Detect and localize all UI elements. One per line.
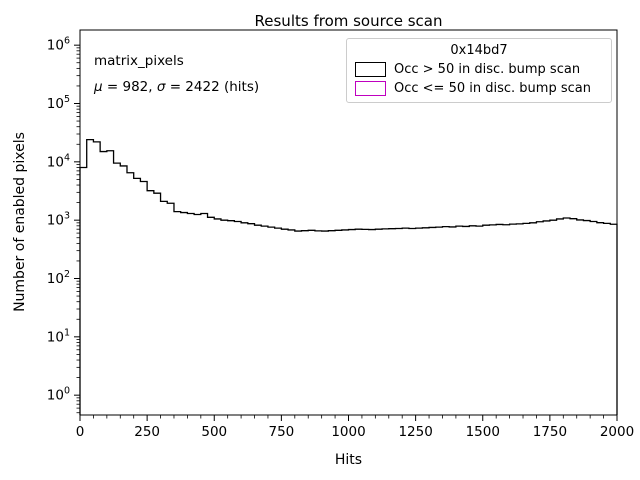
y-tick-label: 102 bbox=[47, 269, 70, 287]
legend-swatch-occ-le-50 bbox=[355, 81, 386, 96]
legend: 0x14bd7 Occ > 50 in disc. bump scan Occ … bbox=[346, 38, 612, 103]
mu-value: = 982, bbox=[102, 79, 157, 95]
annotation-stats-line: μ = 982, σ = 2422 (hits) bbox=[94, 74, 259, 100]
x-tick-label: 1250 bbox=[398, 424, 432, 440]
x-axis-label: Hits bbox=[334, 452, 363, 468]
legend-swatch-occ-gt-50 bbox=[355, 62, 386, 77]
x-tick-label: 1000 bbox=[331, 424, 365, 440]
legend-entry: Occ <= 50 in disc. bump scan bbox=[355, 81, 603, 96]
y-axis-label: Number of enabled pixels bbox=[12, 132, 28, 312]
x-tick-label: 1500 bbox=[466, 424, 500, 440]
legend-title: 0x14bd7 bbox=[450, 43, 508, 58]
mu-symbol: μ bbox=[94, 79, 103, 95]
sigma-symbol: σ bbox=[156, 79, 166, 95]
x-tick-label: 750 bbox=[268, 424, 294, 440]
chart-title: Results from source scan bbox=[254, 12, 443, 30]
y-tick-label: 105 bbox=[47, 94, 70, 112]
histogram-series bbox=[79, 139, 618, 415]
sigma-value: = 2422 (hits) bbox=[165, 79, 260, 95]
legend-label-occ-gt-50: Occ > 50 in disc. bump scan bbox=[394, 62, 581, 77]
y-tick-label: 106 bbox=[47, 36, 70, 54]
y-tick-label: 101 bbox=[47, 327, 70, 345]
y-tick-label: 104 bbox=[47, 152, 70, 170]
x-tick-label: 1750 bbox=[533, 424, 567, 440]
x-tick-label: 250 bbox=[134, 424, 160, 440]
y-tick-label: 100 bbox=[47, 386, 70, 404]
legend-label-occ-le-50: Occ <= 50 in disc. bump scan bbox=[394, 81, 591, 96]
x-tick-label: 0 bbox=[76, 424, 85, 440]
y-tick-label: 103 bbox=[47, 211, 70, 229]
x-tick-label: 500 bbox=[201, 424, 227, 440]
axes-spines bbox=[79, 29, 618, 416]
annotation-dataset-name: matrix_pixels bbox=[94, 53, 184, 69]
stats-annotation: matrix_pixels μ = 982, σ = 2422 (hits) bbox=[94, 48, 259, 100]
legend-entry: Occ > 50 in disc. bump scan bbox=[355, 62, 603, 77]
x-tick-label: 2000 bbox=[600, 424, 634, 440]
